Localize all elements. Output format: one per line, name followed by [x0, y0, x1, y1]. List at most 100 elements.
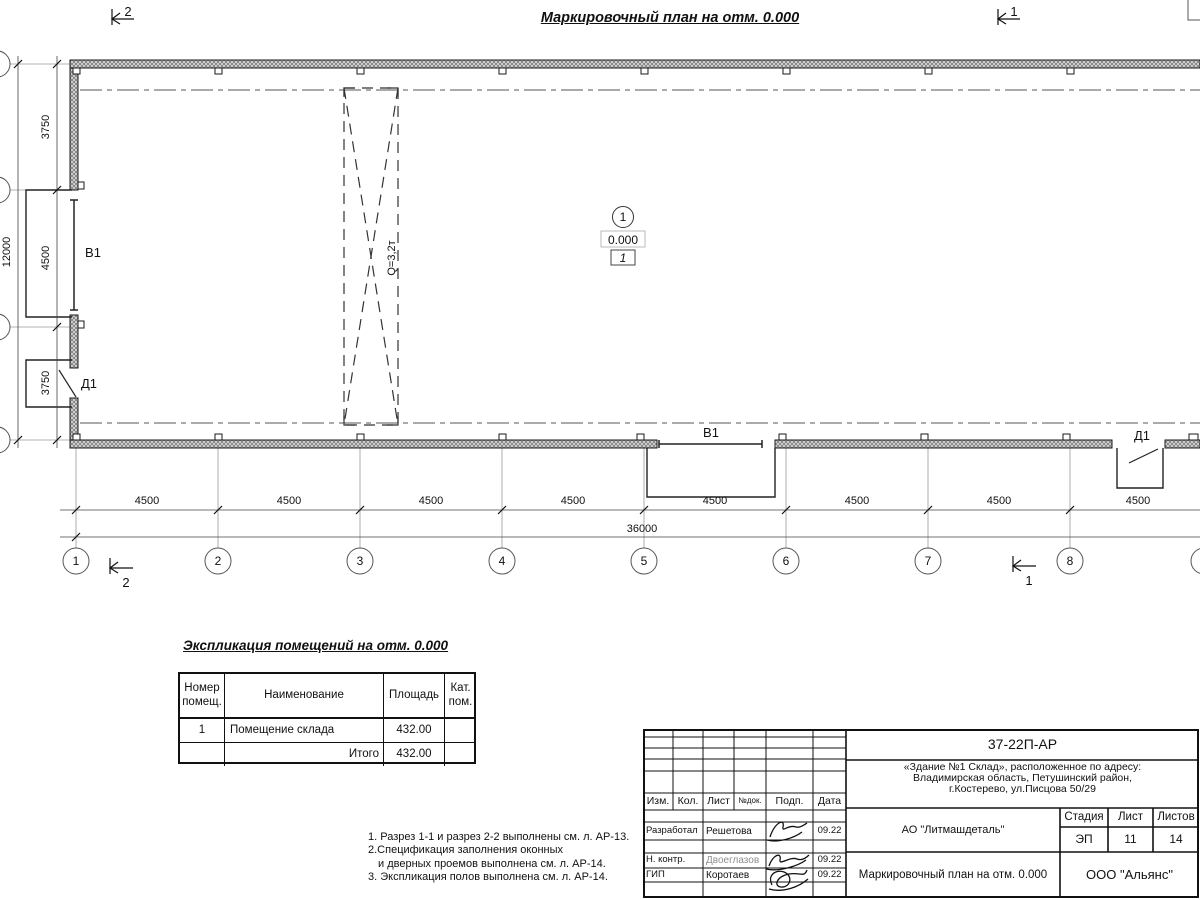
title-block: Изм. Кол. Лист №док. Подп. Дата Разработ…	[643, 729, 1199, 898]
schedule-row-area: 432.00	[384, 719, 445, 743]
schedule-total-empty	[180, 743, 225, 766]
gate-b1-bottom	[658, 440, 763, 448]
axis-7: 7	[925, 554, 932, 568]
tb-sheet-value: 11	[1124, 831, 1137, 846]
bay-dim: 4500	[135, 495, 159, 507]
tb-col-izm: Изм.	[646, 794, 670, 807]
schedule-total-cat	[445, 743, 476, 766]
schedule-title: Экспликация помещений на отм. 0.000	[183, 638, 449, 653]
dimension-ticks-left	[13, 59, 62, 445]
axis-grid-lines	[10, 63, 1071, 548]
signature-korotaev	[768, 869, 809, 891]
crane-rail-centerlines	[80, 89, 1200, 424]
crane-corner-ticks	[343, 87, 399, 426]
tb-col-podp: Подп.	[775, 794, 804, 807]
door-d1-bottom-swing	[1128, 448, 1159, 464]
room-schedule-table: Номер помещ. Наименование Площадь Кат. п…	[178, 672, 476, 766]
tb-date-1: 09.22	[817, 824, 842, 836]
tb-address-line: Владимирская область, Петушинский район,	[912, 773, 1132, 785]
door-label-left: Д1	[81, 376, 97, 391]
tb-stage-value: ЭП	[1075, 831, 1093, 846]
room-number-box: 1	[620, 251, 627, 265]
door-d1-left-swing	[58, 369, 77, 398]
bay-dim: 4500	[561, 495, 585, 507]
total-dimension-label: 36000	[627, 523, 658, 535]
dimension-ticks-bottom	[71, 505, 1075, 542]
tb-company: ООО "Альянс"	[1086, 866, 1173, 882]
section-mark-2-top	[110, 9, 134, 25]
side-dim-top: 3750	[40, 115, 52, 139]
axis-6: 6	[783, 554, 790, 568]
section-mark-1-top	[996, 9, 1020, 25]
schedule-col-num: Номер помещ.	[180, 674, 225, 719]
schedule-total-label: Итого	[225, 743, 384, 766]
bay-dim: 4500	[703, 495, 727, 507]
axis-5: 5	[641, 554, 648, 568]
tb-name-1: Решетова	[706, 825, 752, 837]
tb-role-3: ГИП	[646, 868, 665, 880]
floor-plan: Q=3,2т В1 Д1 В1 Д1 1 0.000 1	[0, 0, 1200, 590]
note-line: 1. Разрез 1-1 и разрез 2-2 выполнены см.…	[368, 831, 630, 843]
section-number-2-bottom: 2	[122, 575, 129, 590]
axis-4: 4	[499, 554, 506, 568]
dimension-lines-left	[17, 56, 58, 448]
tb-client: АО "Литмашдеталь"	[901, 823, 1005, 836]
gate-label-left: В1	[85, 245, 101, 260]
title-block-grid	[643, 729, 1199, 898]
tb-sheets-value: 14	[1169, 831, 1183, 846]
section-number-1-bottom: 1	[1025, 573, 1032, 588]
bay-dim: 4500	[277, 495, 301, 507]
row-axis-bubbles	[0, 50, 11, 454]
note-line: 2.Спецификация заполнения оконных	[368, 844, 564, 857]
tb-sheets-label: Листов	[1157, 811, 1195, 824]
frame-corner	[1187, 0, 1200, 21]
schedule-row-num: 1	[180, 719, 225, 743]
tb-col-list: Лист	[707, 794, 730, 807]
tb-date-3: 09.22	[817, 868, 842, 880]
axis-2: 2	[215, 554, 222, 568]
tb-col-kol: Кол.	[677, 794, 699, 807]
dimension-lines-bottom	[60, 509, 1200, 538]
bay-dim: 4500	[987, 495, 1011, 507]
tb-date-2: 09.22	[817, 854, 842, 866]
schedule-col-cat: Кат. пом.	[445, 674, 476, 719]
tb-address-line: г.Костерево, ул.Писцова 50/29	[949, 784, 1096, 796]
tb-sheet-name: Маркировочный план на отм. 0.000	[858, 868, 1048, 881]
section-number-2-top: 2	[124, 4, 131, 19]
notes: 1. Разрез 1-1 и разрез 2-2 выполнены см.…	[368, 831, 660, 885]
bay-dim: 4500	[1126, 495, 1150, 507]
section-number-1-top: 1	[1010, 4, 1017, 19]
tb-stage-label: Стадия	[1064, 811, 1104, 824]
title-block-right-grid	[845, 729, 1199, 898]
note-line: и дверных проемов выполнена см. л. АР-14…	[378, 857, 606, 870]
bay-dim: 4500	[845, 495, 869, 507]
pilasters	[72, 67, 1199, 441]
axis-8: 8	[1067, 554, 1074, 568]
tb-address-line: «Здание №1 Склад», расположенное по адре…	[903, 762, 1142, 774]
axis-bubbles	[62, 547, 1200, 575]
tb-col-data: Дата	[817, 794, 842, 807]
signature-dvoeglazov	[765, 854, 810, 871]
schedule-row-cat	[445, 719, 476, 743]
room-elevation: 0.000	[608, 233, 638, 247]
side-dim-mid: 4500	[40, 246, 52, 270]
gate-b1-left	[70, 199, 78, 311]
gate-label-bottom: В1	[703, 425, 719, 440]
room-marker: 1 0.000 1	[600, 206, 646, 266]
note-line: 3. Экспликация полов выполнена см. л. АР…	[368, 871, 608, 884]
side-dim-bot: 3750	[40, 371, 52, 395]
bay-dim: 4500	[419, 495, 443, 507]
axis-1: 1	[73, 554, 80, 568]
door-label-bottom: Д1	[1134, 428, 1150, 443]
schedule-col-area: Площадь	[384, 674, 445, 719]
tb-sheet-label: Лист	[1118, 811, 1143, 824]
schedule-row-name: Помещение склада	[225, 719, 384, 743]
tb-col-ndoc: №док.	[738, 796, 762, 806]
tb-name-3: Коротаев	[706, 869, 750, 881]
tb-role-2: Н. контр.	[646, 854, 686, 866]
axis-3: 3	[357, 554, 364, 568]
bay-dimension-labels: 4500 4500 4500 4500 4500 4500 4500 4500	[135, 495, 1150, 507]
tb-role-1: Разработал	[646, 824, 698, 836]
signatures	[765, 821, 810, 891]
